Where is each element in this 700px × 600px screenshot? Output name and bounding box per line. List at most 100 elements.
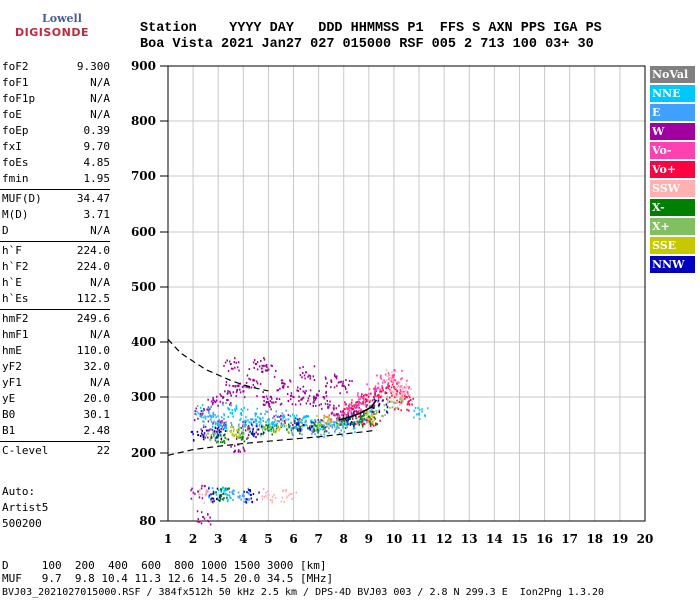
x-tick-label: 14 xyxy=(486,532,503,546)
data-point xyxy=(377,400,379,403)
data-point xyxy=(202,420,204,423)
data-point xyxy=(232,493,235,496)
data-point xyxy=(242,390,245,393)
data-point xyxy=(270,401,273,404)
data-point xyxy=(361,409,363,412)
data-point xyxy=(389,406,391,409)
data-point xyxy=(301,398,303,401)
data-point xyxy=(387,374,390,376)
data-point xyxy=(350,401,353,404)
data-point xyxy=(378,409,381,412)
data-point xyxy=(372,396,375,398)
data-point xyxy=(216,430,219,433)
data-point xyxy=(383,404,386,407)
data-point xyxy=(233,428,235,431)
data-point xyxy=(237,450,240,453)
data-point xyxy=(323,430,326,433)
data-point xyxy=(363,399,365,402)
data-point xyxy=(325,422,328,425)
data-point xyxy=(304,415,307,418)
data-point xyxy=(339,423,341,426)
data-point xyxy=(374,385,377,388)
data-point xyxy=(281,386,284,389)
data-point xyxy=(396,386,399,389)
data-point xyxy=(401,385,403,388)
y-tick-label: 900 xyxy=(131,59,156,73)
data-point xyxy=(267,426,269,429)
data-point xyxy=(265,369,268,372)
data-point xyxy=(371,423,373,426)
data-point xyxy=(256,361,259,364)
data-point xyxy=(349,417,351,420)
data-point xyxy=(280,379,283,382)
data-point xyxy=(195,407,197,410)
data-point xyxy=(401,387,404,390)
data-point xyxy=(278,429,280,432)
data-point xyxy=(393,408,396,411)
data-point xyxy=(353,421,356,424)
data-point xyxy=(233,361,236,364)
data-point xyxy=(247,386,249,389)
data-point xyxy=(244,425,247,428)
data-point xyxy=(211,500,214,503)
param-value: 224.0 xyxy=(76,260,110,273)
data-point xyxy=(265,427,267,430)
data-point xyxy=(216,422,219,425)
data-point xyxy=(239,494,241,497)
data-point xyxy=(217,488,220,491)
data-point xyxy=(266,366,268,369)
data-point xyxy=(340,420,342,423)
data-point xyxy=(344,401,346,404)
data-point xyxy=(256,428,258,431)
data-point xyxy=(220,495,223,498)
data-point xyxy=(227,398,229,401)
x-tick-label: 2 xyxy=(189,532,197,546)
data-point xyxy=(209,523,212,526)
data-point xyxy=(320,407,323,410)
data-point xyxy=(275,401,277,404)
data-point xyxy=(276,389,278,392)
data-point xyxy=(350,412,353,415)
data-point xyxy=(399,397,402,400)
data-point xyxy=(313,399,315,402)
data-point xyxy=(227,369,230,372)
data-point xyxy=(341,420,343,423)
x-tick-label: 15 xyxy=(511,532,528,546)
data-point xyxy=(248,421,250,424)
data-point xyxy=(372,407,375,410)
data-point xyxy=(313,396,315,399)
param-value: 9.70 xyxy=(83,140,111,153)
data-point xyxy=(223,413,225,416)
data-point xyxy=(263,431,266,434)
data-point xyxy=(370,412,373,415)
data-point xyxy=(355,423,357,426)
y-tick-label: 200 xyxy=(131,446,156,460)
data-point xyxy=(363,394,366,397)
data-point xyxy=(256,498,258,501)
param-row: foF1 N/A xyxy=(2,75,110,91)
data-point xyxy=(201,493,203,496)
data-point xyxy=(253,366,255,369)
data-point xyxy=(342,410,344,413)
data-point xyxy=(310,419,313,422)
param-value: 0.39 xyxy=(83,124,111,137)
data-point xyxy=(208,407,210,410)
data-point xyxy=(341,424,343,427)
logo-digisonde-text: DIGISONDE xyxy=(15,26,89,39)
data-point xyxy=(241,430,244,433)
data-point xyxy=(263,357,265,360)
data-point xyxy=(259,419,262,422)
data-point xyxy=(327,416,330,419)
data-point xyxy=(201,497,204,500)
data-point xyxy=(196,430,199,433)
data-point xyxy=(227,407,230,410)
data-point xyxy=(378,410,381,413)
data-point xyxy=(377,404,380,407)
data-point xyxy=(248,492,250,495)
data-point xyxy=(366,399,369,402)
data-point xyxy=(307,375,309,378)
data-point xyxy=(199,413,202,416)
data-point xyxy=(396,382,399,385)
data-point xyxy=(235,434,237,437)
data-point xyxy=(207,487,210,490)
